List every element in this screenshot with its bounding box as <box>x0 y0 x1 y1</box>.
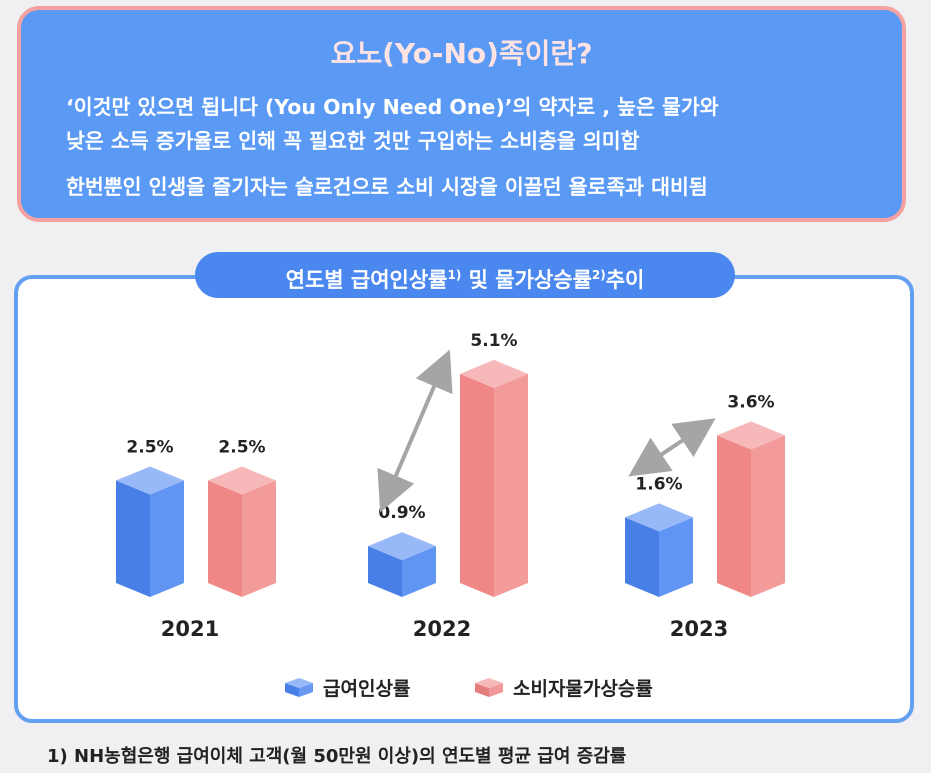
legend-swatch-소비자물가상승률-top <box>475 678 503 688</box>
chart-title-pill: 연도별 급여인상률1) 및 물가상승률2)추이 <box>195 252 735 298</box>
legend-swatch-소비자물가상승률-right <box>489 683 503 697</box>
chart-title-part3: 추이 <box>605 268 645 292</box>
chart-title-part1: 연도별 급여인상률 <box>285 268 448 292</box>
bar-소비자물가상승률-2023-top <box>717 421 785 450</box>
bar-급여인상률-2022-top <box>368 532 436 561</box>
bar-급여인상률-2022-left <box>368 546 402 597</box>
bar-급여인상률-2022-right <box>402 546 436 597</box>
chart-title-part2: 및 물가상승률 <box>461 268 592 292</box>
info-line-1: ‘이것만 있으면 됩니다 (You Only Need One)’의 약자로 ,… <box>66 95 719 119</box>
gap-arrow-2023 <box>628 418 716 477</box>
bar-소비자물가상승률-2022-left <box>460 373 494 597</box>
legend-swatch-급여인상률-right <box>299 683 313 697</box>
legend-swatch-급여인상률-left <box>285 683 299 697</box>
info-line-2: 낮은 소득 증가율로 인해 꼭 필요한 것만 구입하는 소비층을 의미함 <box>66 129 640 153</box>
bar-급여인상률-2023-right <box>659 517 693 597</box>
bar-소비자물가상승률-2022-top <box>460 359 528 388</box>
bar-소비자물가상승률-2022-right <box>494 373 528 597</box>
bar-급여인상률-2021-right <box>150 480 184 597</box>
info-title: 요노(Yo-No)족이란? <box>330 37 593 70</box>
bar-급여인상률-2021-top <box>116 466 184 495</box>
category-label-2022: 2022 <box>413 617 471 641</box>
value-label-급여인상률-2022: 0.9% <box>378 503 425 523</box>
yono-definition-box: 요노(Yo-No)족이란? ‘이것만 있으면 됩니다 (You Only Nee… <box>17 6 906 222</box>
bar-소비자물가상승률-2021-right <box>242 480 276 597</box>
value-label-소비자물가상승률-2021: 2.5% <box>218 438 265 458</box>
value-label-소비자물가상승률-2022: 5.1% <box>470 331 517 351</box>
legend-label-소비자물가상승률: 소비자물가상승률 <box>513 678 653 700</box>
value-label-소비자물가상승률-2023: 3.6% <box>727 392 774 412</box>
value-label-급여인상률-2021: 2.5% <box>126 438 173 458</box>
chart-title-sup1: 1) <box>447 268 462 282</box>
gap-arrow-2022 <box>377 349 453 513</box>
bar-급여인상률-2023-top <box>625 503 693 532</box>
category-label-2021: 2021 <box>161 617 219 641</box>
bar-소비자물가상승률-2023-left <box>717 435 751 597</box>
legend-swatch-급여인상률-top <box>285 678 313 688</box>
legend-swatch-소비자물가상승률-left <box>475 683 489 697</box>
value-label-급여인상률-2023: 1.6% <box>635 474 682 494</box>
category-label-2023: 2023 <box>670 617 728 641</box>
chart-title-sup2: 2) <box>591 268 606 282</box>
info-line-3: 한번뿐인 인생을 즐기자는 슬로건으로 소비 시장을 이끌던 욜로족과 대비됨 <box>66 175 708 199</box>
bar-소비자물가상승률-2023-right <box>751 435 785 597</box>
bar-소비자물가상승률-2021-top <box>208 466 276 495</box>
footnote: 1) NH농협은행 급여이체 고객(월 50만원 이상)의 연도별 평균 급여 … <box>47 746 627 767</box>
bar-급여인상률-2021-left <box>116 480 150 597</box>
legend-label-급여인상률: 급여인상률 <box>323 678 410 700</box>
bar-소비자물가상승률-2021-left <box>208 480 242 597</box>
bar-급여인상률-2023-left <box>625 517 659 597</box>
